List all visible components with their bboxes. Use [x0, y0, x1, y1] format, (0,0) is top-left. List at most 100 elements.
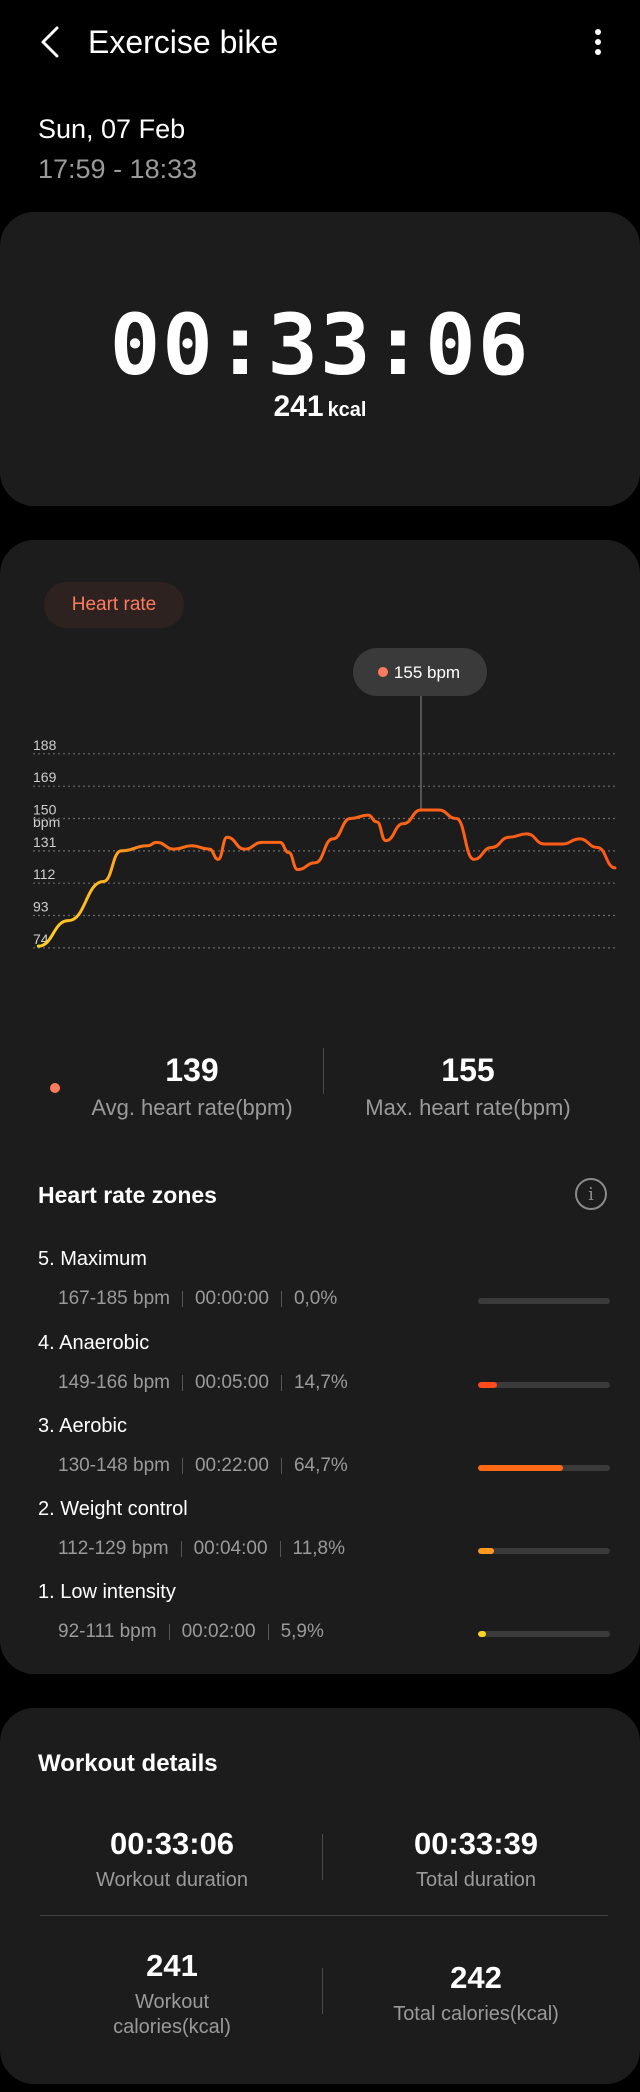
y-tick-label: 188 — [33, 737, 57, 753]
zone-name: 5. Maximum — [38, 1248, 147, 1270]
zone-time: 00:02:00 — [181, 1621, 256, 1642]
y-tick-label: 112 — [33, 866, 56, 882]
page-title: Exercise bike — [88, 24, 279, 60]
heart-rate-zone-row: 4. Anaerobic 149-166 bpm 00:05:00 14,7% — [0, 1332, 640, 1412]
zone-separator — [180, 1541, 182, 1557]
heart-rate-zone-row: 5. Maximum 167-185 bpm 00:00:00 0,0% — [0, 1248, 640, 1328]
zone-name: 2. Weight control — [38, 1498, 188, 1520]
workout-calories-stat: 241 Workout calories(kcal) — [22, 1948, 322, 2040]
avg-heart-rate-label: Avg. heart rate(bpm) — [91, 1095, 293, 1120]
zone-percent: 0,0% — [293, 1288, 338, 1309]
zone-percent: 64,7% — [293, 1455, 348, 1476]
calories-value: 241 — [273, 390, 324, 423]
zone-progress-fill — [478, 1631, 486, 1637]
tooltip-label: 155 bpm — [394, 663, 460, 682]
calories-display: 241 kcal — [0, 390, 640, 424]
zone-time: 00:04:00 — [193, 1538, 268, 1559]
zone-progress-track — [478, 1631, 610, 1637]
zone-progress-fill — [478, 1548, 494, 1554]
zone-separator — [280, 1458, 282, 1474]
zone-separator — [279, 1541, 281, 1557]
back-button[interactable] — [30, 22, 70, 62]
calories-unit: kcal — [327, 399, 367, 421]
summary-card: 00:33:06 241 kcal — [0, 212, 640, 506]
total-duration-stat: 00:33:39 Total duration — [326, 1826, 626, 1893]
y-tick-label: 150 — [33, 802, 57, 818]
workout-calories-label-line1: Workout — [134, 1991, 210, 2013]
more-options-button[interactable] — [578, 22, 618, 62]
zone-range: 167-185 bpm — [58, 1288, 170, 1309]
zone-progress-fill — [478, 1382, 498, 1388]
zone-time: 00:22:00 — [194, 1455, 269, 1476]
tooltip-dot — [378, 667, 388, 677]
zone-range: 149-166 bpm — [58, 1372, 170, 1393]
app-header: Exercise bike — [0, 0, 640, 86]
zone-name: 4. Anaerobic — [38, 1332, 150, 1354]
max-heart-rate-label: Max. heart rate(bpm) — [365, 1095, 571, 1120]
zone-separator — [280, 1375, 282, 1391]
zone-percent: 5,9% — [280, 1621, 324, 1642]
zone-meta: 92-111 bpm 00:02:00 5,9% — [58, 1621, 324, 1643]
details-divider-top — [322, 1834, 323, 1880]
avg-heart-rate-stat: 139 Avg. heart rate(bpm) — [62, 1052, 322, 1121]
zone-meta: 149-166 bpm 00:05:00 14,7% — [58, 1372, 348, 1394]
zone-separator — [168, 1624, 170, 1640]
heart-rate-zone-row: 3. Aerobic 130-148 bpm 00:22:00 64,7% — [0, 1415, 640, 1495]
y-tick-label: 169 — [33, 769, 57, 785]
y-tick-label: 131 — [33, 834, 57, 850]
workout-details-card: Workout details 00:33:06 Workout duratio… — [0, 1708, 640, 2084]
stats-divider — [323, 1048, 324, 1094]
zone-progress-track — [478, 1465, 610, 1471]
heart-rate-zone-row: 2. Weight control 112-129 bpm 00:04:00 11,8… — [0, 1498, 640, 1578]
details-divider-bottom — [322, 1968, 323, 2014]
zone-percent: 14,7% — [293, 1372, 348, 1393]
heart-rate-series-line — [36, 808, 617, 948]
zone-meta: 130-148 bpm 00:22:00 64,7% — [58, 1455, 348, 1477]
zone-name: 3. Aerobic — [38, 1415, 127, 1437]
workout-details-title: Workout details — [38, 1750, 218, 1777]
heart-rate-chip[interactable]: Heart rate — [44, 582, 184, 628]
avg-indicator-dot — [50, 1083, 60, 1093]
y-tick-label: 93 — [33, 899, 49, 915]
heart-rate-card: Heart rate bpm1881691501311129374mins102… — [0, 540, 640, 1674]
total-calories-value: 242 — [450, 1960, 502, 1995]
total-duration-label: Total duration — [415, 1869, 537, 1891]
zone-range: 130-148 bpm — [58, 1455, 170, 1476]
zone-separator — [181, 1375, 183, 1391]
zone-progress-track — [478, 1548, 610, 1554]
info-icon[interactable]: i — [575, 1178, 607, 1210]
total-calories-stat: 242 Total calories(kcal) — [326, 1960, 626, 2027]
heart-rate-zone-row: 1. Low intensity 92-111 bpm 00:02:00 5,9% — [0, 1581, 640, 1661]
zone-progress-fill — [478, 1465, 564, 1471]
avg-heart-rate-value: 139 — [165, 1052, 219, 1088]
workout-calories-label: Workout calories(kcal) — [22, 1990, 322, 2040]
details-horizontal-divider — [40, 1915, 608, 1916]
zone-progress-track — [478, 1298, 610, 1304]
zone-meta: 167-185 bpm 00:00:00 0,0% — [58, 1288, 337, 1310]
total-duration-value: 00:33:39 — [413, 1826, 539, 1861]
zone-time: 00:05:00 — [194, 1372, 269, 1393]
heart-rate-zones-title: Heart rate zones — [38, 1182, 217, 1208]
workout-duration-stat: 00:33:06 Workout duration — [22, 1826, 322, 1893]
workout-duration-display: 00:33:06 — [109, 296, 531, 394]
heart-rate-chart[interactable]: bpm1881691501311129374mins102030155 bpm — [0, 640, 640, 970]
zone-time: 00:00:00 — [194, 1288, 269, 1309]
tooltip-background — [353, 648, 487, 696]
session-date: Sun, 07 Feb — [38, 114, 186, 144]
workout-calories-label-line2: calories(kcal) — [113, 2016, 231, 2038]
max-heart-rate-value: 155 — [441, 1052, 495, 1088]
more-vertical-icon — [595, 29, 601, 55]
workout-duration-label: Workout duration — [96, 1869, 248, 1891]
zone-separator — [280, 1291, 282, 1307]
zone-range: 92-111 bpm — [58, 1621, 157, 1642]
zone-meta: 112-129 bpm 00:04:00 11,8% — [58, 1538, 345, 1560]
zone-range: 112-129 bpm — [58, 1538, 169, 1559]
zone-separator — [267, 1624, 269, 1640]
chevron-left-icon — [41, 26, 59, 58]
session-time-range: 17:59 - 18:33 — [38, 154, 198, 184]
zone-separator — [181, 1291, 183, 1307]
zone-separator — [181, 1458, 183, 1474]
max-heart-rate-stat: 155 Max. heart rate(bpm) — [338, 1052, 598, 1121]
total-calories-label: Total calories(kcal) — [393, 2003, 559, 2025]
zone-progress-track — [478, 1382, 610, 1388]
